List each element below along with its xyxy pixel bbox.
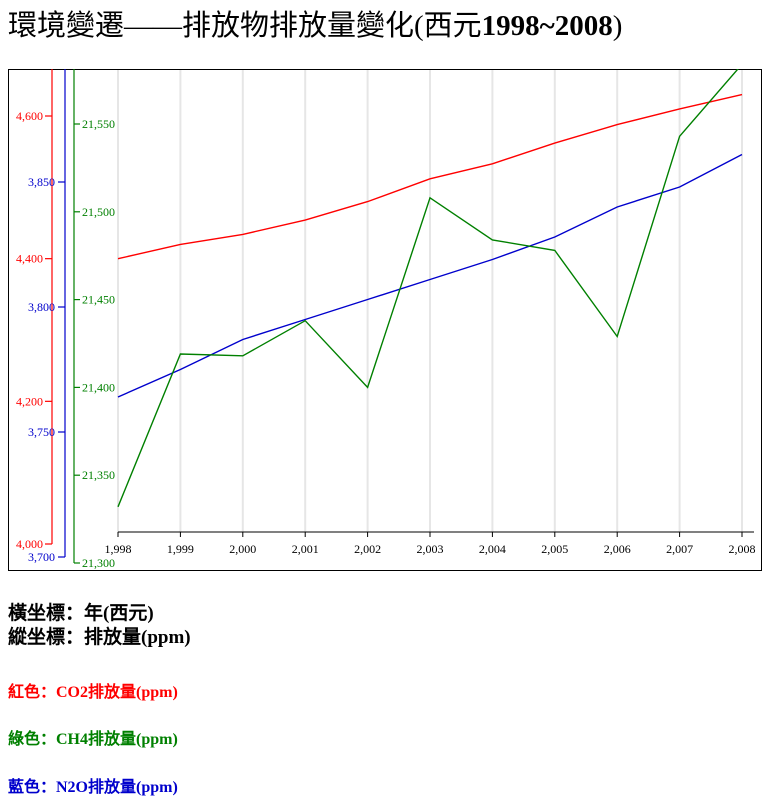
title-text: 環境變遷——排放物排放量變化(西元 (8, 10, 482, 42)
n2o-tick-label: 3,700 (28, 550, 55, 564)
x-axis-note: 橫坐標：年(西元) (8, 603, 154, 624)
n2o-tick-label: 3,800 (28, 300, 55, 314)
ch4-tick-label: 21,300 (82, 556, 115, 570)
co2-series-line (117, 93, 743, 260)
x-tick-label: 2,007 (666, 542, 693, 556)
ch4-tick-label: 21,450 (82, 293, 115, 307)
x-tick-label: 2,000 (229, 542, 256, 556)
co2-tick-label: 4,200 (16, 394, 43, 408)
x-tick-label: 2,005 (541, 542, 568, 556)
n2o-tick-label: 3,850 (28, 175, 55, 189)
x-tick-label: 2,002 (354, 542, 381, 556)
n2o-series-line (117, 153, 743, 398)
chart-notes: 橫坐標：年(西元) 縱坐標：排放量(ppm) 紅色：CO2排放量(ppm) 綠色… (8, 602, 191, 796)
title-years: 1998~2008 (481, 10, 613, 42)
co2-tick-label: 4,400 (16, 252, 43, 266)
chart-axes: 1,998 1,999 2,000 2,001 2,002 2,003 2,004 2,005… (16, 69, 756, 570)
co2-tick-label: 4,000 (16, 537, 43, 551)
page-title: 環境變遷——排放物排放量變化(西元1998~2008) (8, 6, 622, 46)
x-tick-label: 1,998 (105, 542, 132, 556)
emissions-line-chart: 1,998 1,999 2,000 2,001 2,002 2,003 2,004 2,005… (8, 69, 762, 571)
y-axis-note: 縱坐標：排放量(ppm) (8, 627, 191, 648)
legend-co2: 紅色：CO2排放量(ppm) (8, 684, 178, 701)
co2-tick-label: 4,600 (16, 109, 43, 123)
x-tick-label: 2,004 (479, 542, 506, 556)
ch4-tick-label: 21,400 (82, 380, 115, 394)
ch4-tick-label: 21,350 (82, 468, 115, 482)
x-tick-label: 1,999 (167, 542, 194, 556)
title-close: ) (612, 10, 623, 42)
legend-n2o: 藍色：N2O排放量(ppm) (8, 779, 178, 796)
x-tick-label: 2,008 (729, 542, 756, 556)
x-tick-label: 2,001 (292, 542, 319, 556)
chart-frame (8, 69, 762, 571)
legend-ch4: 綠色：CH4排放量(ppm) (8, 731, 178, 748)
ch4-series-line (117, 69, 739, 508)
ch4-tick-label: 21,500 (82, 205, 115, 219)
x-tick-label: 2,006 (604, 542, 631, 556)
chart-grid (117, 70, 743, 532)
n2o-tick-label: 3,750 (28, 425, 55, 439)
chart-series (117, 69, 743, 508)
ch4-tick-label: 21,550 (82, 117, 115, 131)
x-tick-label: 2,003 (417, 542, 444, 556)
